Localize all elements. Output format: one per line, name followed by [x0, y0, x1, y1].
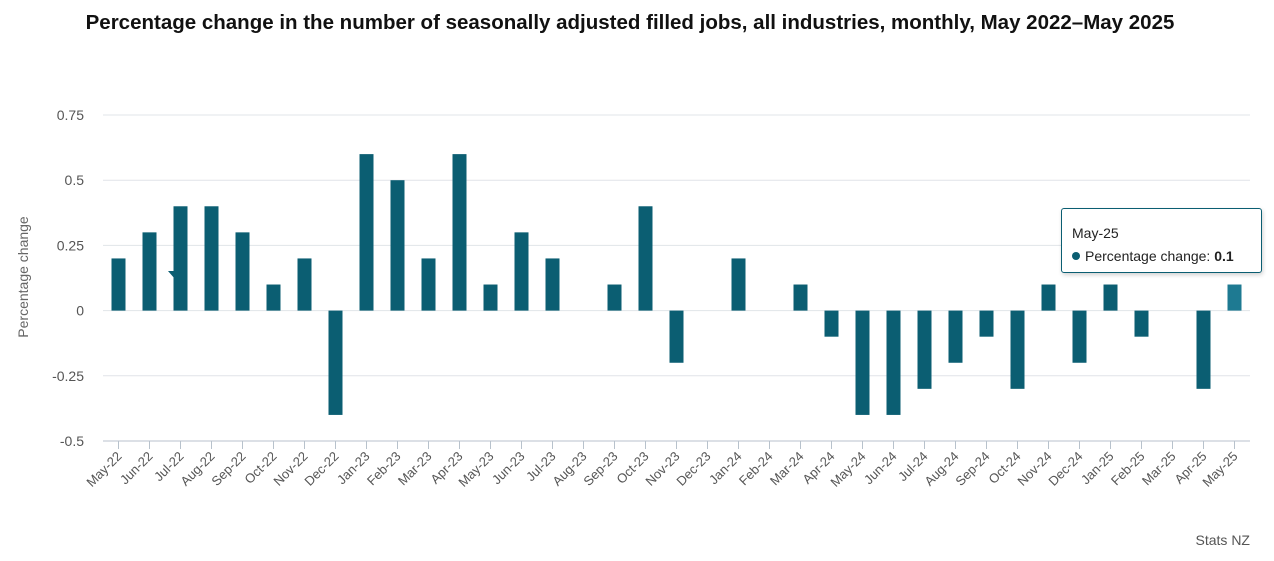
bar-feb-23[interactable] — [390, 180, 405, 311]
chart-title: Percentage change in the number of seaso… — [85, 11, 1175, 34]
tooltip-row: Percentage change: 0.1 — [1072, 248, 1234, 264]
bar-apr-25[interactable] — [1196, 310, 1211, 389]
y-tick-label: -0.5 — [60, 433, 84, 449]
bar-sep-23[interactable] — [607, 284, 622, 311]
bar-jun-23[interactable] — [514, 232, 529, 311]
y-tick-label: 0.25 — [57, 237, 84, 253]
bar-oct-23[interactable] — [638, 206, 653, 311]
bar-sep-22[interactable] — [235, 232, 250, 311]
y-tick-label: 0.75 — [57, 107, 84, 123]
bar-jul-22[interactable] — [173, 206, 188, 311]
bars — [111, 154, 1242, 415]
bar-nov-23[interactable] — [669, 310, 684, 363]
x-tick-label: May-22 — [83, 449, 124, 490]
bar-mar-23[interactable] — [421, 258, 436, 311]
x-tick-label: Dec-23 — [673, 449, 713, 489]
x-tick-label: Feb-23 — [364, 449, 404, 489]
bar-nov-24[interactable] — [1041, 284, 1056, 311]
bar-jan-24[interactable] — [731, 258, 746, 311]
y-tick-label: 0.5 — [65, 172, 85, 188]
gridlines — [103, 114, 1250, 442]
x-tick-label: Sep-24 — [952, 449, 992, 489]
bar-apr-23[interactable] — [452, 154, 467, 311]
x-tick-label: Mar-23 — [395, 449, 435, 489]
bar-aug-24[interactable] — [948, 310, 963, 363]
tooltip-label: Percentage change: — [1085, 248, 1211, 264]
bar-aug-22[interactable] — [204, 206, 219, 311]
bar-jan-25[interactable] — [1103, 284, 1118, 311]
tooltip: May-25 Percentage change: 0.1 — [1061, 208, 1262, 273]
x-tick-label: Dec-22 — [301, 449, 341, 489]
bar-oct-22[interactable] — [266, 284, 281, 311]
x-tick-label: Jun-23 — [489, 449, 528, 488]
bar-may-24[interactable] — [855, 310, 870, 415]
bar-mar-24[interactable] — [793, 284, 808, 311]
y-axis-ticks: 0.75 0.5 0.25 0 -0.25 -0.5 — [52, 107, 84, 449]
bar-jun-24[interactable] — [886, 310, 901, 415]
x-tick-label: May-24 — [827, 449, 868, 490]
x-tick-label: Sep-22 — [208, 449, 248, 489]
x-axis — [103, 440, 1250, 449]
bar-oct-24[interactable] — [1010, 310, 1025, 389]
bar-may-23[interactable] — [483, 284, 498, 311]
source-credit: Stats NZ — [1195, 532, 1250, 548]
series-dot-icon — [1072, 252, 1080, 260]
y-axis-label: Percentage change — [15, 216, 31, 338]
x-tick-label: May-25 — [1199, 449, 1240, 490]
bar-jan-23[interactable] — [359, 154, 374, 311]
x-tick-label: Feb-24 — [736, 449, 776, 489]
bar-sep-24[interactable] — [979, 310, 994, 337]
y-tick-label: -0.25 — [52, 368, 84, 384]
bar-dec-24[interactable] — [1072, 310, 1087, 363]
x-tick-label: Feb-25 — [1108, 449, 1148, 489]
x-tick-label: Jun-24 — [861, 449, 900, 488]
x-tick-label: Mar-24 — [767, 449, 807, 489]
bar-nov-22[interactable] — [297, 258, 312, 311]
bar-jul-24[interactable] — [917, 310, 932, 389]
tooltip-pointer — [168, 271, 182, 279]
bar-feb-25[interactable] — [1134, 310, 1149, 337]
tooltip-value: 0.1 — [1214, 248, 1234, 264]
bar-may-25[interactable] — [1227, 284, 1242, 311]
x-axis-ticks: May-22Jun-22Jul-22Aug-22Sep-22Oct-22Nov-… — [83, 449, 1240, 490]
tooltip-category: May-25 — [1072, 225, 1119, 241]
x-tick-label: Jun-22 — [117, 449, 156, 488]
x-tick-label: Dec-24 — [1045, 449, 1085, 489]
x-tick-label: Mar-25 — [1139, 449, 1179, 489]
bar-may-22[interactable] — [111, 258, 126, 311]
bar-apr-24[interactable] — [824, 310, 839, 337]
x-tick-label: May-23 — [455, 449, 496, 490]
bar-jul-23[interactable] — [545, 258, 560, 311]
bar-dec-22[interactable] — [328, 310, 343, 415]
x-tick-label: Sep-23 — [580, 449, 620, 489]
bar-jun-22[interactable] — [142, 232, 157, 311]
y-tick-label: 0 — [76, 303, 84, 319]
